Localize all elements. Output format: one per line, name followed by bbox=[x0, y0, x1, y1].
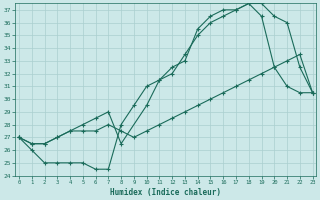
X-axis label: Humidex (Indice chaleur): Humidex (Indice chaleur) bbox=[110, 188, 221, 197]
